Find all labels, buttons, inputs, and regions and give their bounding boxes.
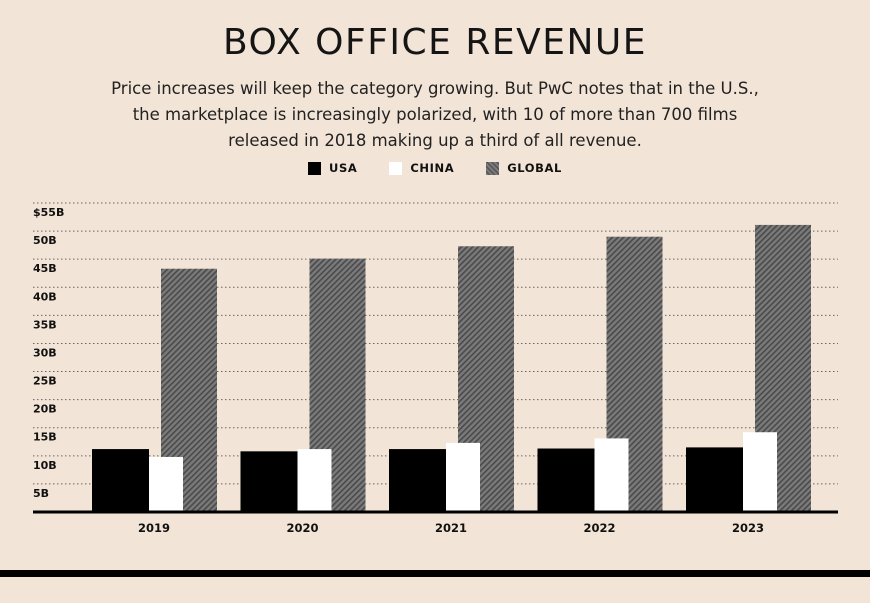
x-tick-label: 2022 [583, 521, 615, 535]
bar-china-2022 [594, 438, 629, 512]
bars [92, 224, 811, 513]
chart-title: BOX OFFICE REVENUE [222, 22, 648, 63]
chart-subtitle: Price increases will keep the category g… [111, 79, 759, 150]
legend-item-china: CHINA [389, 161, 454, 175]
legend: USA CHINA GLOBAL [0, 161, 870, 175]
bar-china-2019 [149, 456, 183, 512]
y-tick-label: 30B [33, 346, 57, 359]
legend-swatch-china [389, 161, 403, 175]
y-tick-label: 25B [33, 375, 57, 388]
y-axis-ticks: 5B 10B 15B 20B 25B 30B 35B 40B 45B 50B $55B [33, 206, 64, 500]
bar-usa-2022 [537, 448, 595, 512]
legend-item-global: GLOBAL [486, 161, 562, 175]
footer-rule [0, 570, 870, 577]
y-tick-label: 15B [33, 431, 57, 444]
y-tick-label: 40B [33, 290, 57, 303]
y-tick-label: 20B [33, 403, 57, 416]
y-tick-label: 45B [33, 262, 57, 275]
legend-label-usa: USA [329, 161, 358, 175]
legend-label-china: CHINA [410, 161, 455, 175]
y-tick-label: $55B [33, 206, 64, 219]
bar-china-2023 [743, 432, 777, 512]
y-tick-label: 10B [33, 459, 57, 472]
gridlines [33, 202, 838, 485]
legend-item-usa: USA [308, 161, 357, 175]
bar-usa-2019 [92, 449, 149, 512]
legend-swatch-global [486, 161, 500, 175]
y-tick-label: 35B [33, 318, 57, 331]
legend-swatch-usa [308, 161, 322, 175]
bar-china-2021 [446, 442, 480, 512]
x-tick-label: 2019 [138, 521, 170, 535]
y-tick-label: 5B [33, 487, 49, 500]
bar-usa-2021 [389, 449, 446, 512]
x-tick-label: 2023 [732, 521, 764, 535]
bar-china-2020 [297, 449, 332, 512]
x-axis-ticks: 2019 2020 2021 2022 2023 [138, 521, 764, 535]
y-tick-label: 50B [33, 234, 57, 247]
bar-usa-2023 [686, 447, 743, 512]
legend-label-global: GLOBAL [507, 161, 562, 175]
x-tick-label: 2021 [435, 521, 467, 535]
bar-usa-2020 [240, 451, 298, 512]
x-tick-label: 2020 [286, 521, 318, 535]
